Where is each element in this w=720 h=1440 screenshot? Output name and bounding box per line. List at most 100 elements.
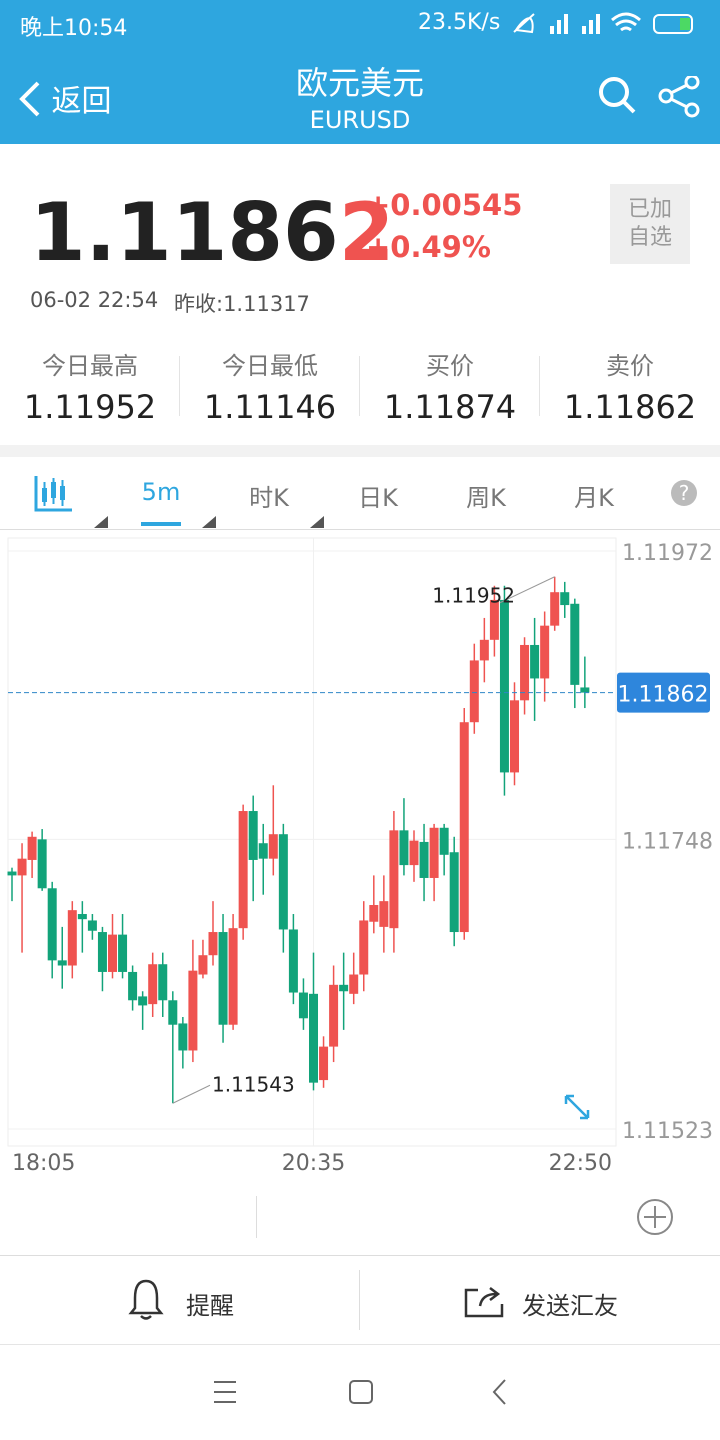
divider xyxy=(0,529,720,530)
candle-body xyxy=(138,996,148,1006)
candle-body xyxy=(148,964,158,1005)
separator xyxy=(0,445,720,457)
candle-body xyxy=(228,928,238,1025)
candle-body xyxy=(298,992,308,1019)
candle-body xyxy=(489,599,499,640)
add-indicator[interactable] xyxy=(636,1198,674,1236)
price-head: 1.1186 xyxy=(30,186,339,279)
bell-icon xyxy=(128,1279,164,1320)
watch-button[interactable]: 已加 自选 xyxy=(610,184,690,264)
last-price-box xyxy=(617,672,710,713)
stat-value: 1.11146 xyxy=(203,388,337,426)
status-time: 晚上10:54 xyxy=(20,16,128,41)
candle-body xyxy=(369,905,379,922)
candle-body xyxy=(469,660,479,723)
back-button[interactable]: 返回 xyxy=(18,76,112,120)
share-icon xyxy=(464,1287,504,1318)
stat-divider xyxy=(539,356,540,416)
tab[interactable]: 5m xyxy=(141,478,181,506)
candle-body xyxy=(288,929,298,993)
candle-body xyxy=(339,984,349,992)
watch-line: 自选 xyxy=(627,225,672,250)
candle-body xyxy=(329,984,339,1047)
candle-body xyxy=(77,914,87,920)
expand-icon[interactable] xyxy=(564,1094,590,1120)
candle-body xyxy=(128,971,138,1001)
candle-body xyxy=(27,836,37,860)
candle-body xyxy=(218,932,228,1025)
stat-label: 今日最高 xyxy=(42,352,138,380)
tab[interactable]: 周K xyxy=(466,484,506,512)
alert-label: 提醒 xyxy=(186,1292,234,1320)
candle-body xyxy=(550,592,560,626)
nav-bar xyxy=(214,1379,506,1405)
max-label: 1.11952 xyxy=(432,584,515,608)
candle-body xyxy=(379,901,389,927)
candle-body xyxy=(319,1046,329,1081)
candle-body xyxy=(67,910,77,966)
status-speed: 23.5K/s xyxy=(418,10,501,35)
candle-body xyxy=(560,592,570,606)
candle-body xyxy=(278,834,288,930)
candle-body xyxy=(540,625,550,679)
candle-body xyxy=(238,811,248,929)
stat-label: 卖价 xyxy=(606,352,654,380)
candle-body xyxy=(268,834,278,859)
divider xyxy=(359,1270,360,1330)
candle-body xyxy=(580,687,590,693)
candle-body xyxy=(439,827,449,855)
candle-body xyxy=(429,827,439,878)
x-tick-label: 18:05 xyxy=(12,1151,75,1176)
tab[interactable]: 日K xyxy=(358,484,398,512)
stat-divider xyxy=(179,356,180,416)
watch-line: 已加 xyxy=(627,197,672,222)
help-icon[interactable]: ? xyxy=(671,480,697,506)
y-tick-label: 1.11523 xyxy=(622,1119,713,1144)
candle-body xyxy=(108,934,117,972)
title: 欧元美元 xyxy=(295,64,424,102)
candle-body xyxy=(389,830,399,929)
candle-body xyxy=(47,888,57,961)
header-icons[interactable] xyxy=(598,76,702,120)
tab-underline xyxy=(141,522,181,526)
candle-body xyxy=(168,1000,178,1025)
stat-label: 今日最低 xyxy=(222,352,318,380)
change-pct: +0.49% xyxy=(366,230,491,264)
divider xyxy=(0,1344,720,1345)
candle-body xyxy=(359,920,369,975)
stat-divider xyxy=(359,356,360,416)
candle-body xyxy=(97,932,107,972)
share-button[interactable]: 发送汇友 xyxy=(460,1268,660,1336)
price: 1.11862 xyxy=(30,186,394,279)
back-label: 返回 xyxy=(51,84,112,119)
stat-value: 1.11862 xyxy=(563,388,697,426)
candle-body xyxy=(158,964,168,1001)
y-tick-label: 1.11972 xyxy=(622,541,713,566)
tab[interactable]: 时K xyxy=(249,484,289,512)
x-tick-label: 20:35 xyxy=(282,1151,345,1176)
candle-body xyxy=(520,644,530,701)
quote-time: 06-02 22:54 xyxy=(30,288,159,312)
divider xyxy=(256,1196,257,1238)
candle-chart: 1.11972 1.11748 1.11523 18:05 20:35 22:50 1.11… xyxy=(7,537,713,1176)
candle-body xyxy=(7,871,17,876)
price-tail: 2 xyxy=(338,186,395,279)
candle-body xyxy=(459,722,469,933)
last-price-label: 1.11862 xyxy=(618,683,709,708)
candle-body xyxy=(248,811,258,860)
subtitle: EURUSD xyxy=(309,106,411,134)
candle-body xyxy=(178,1023,188,1051)
candle-body xyxy=(409,840,419,866)
candle-body xyxy=(479,639,489,661)
candle-body xyxy=(570,603,580,685)
candle-body xyxy=(198,955,208,975)
tab[interactable]: 月K xyxy=(574,484,614,512)
candle-body xyxy=(309,993,318,1083)
y-tick-label: 1.11748 xyxy=(622,829,713,854)
candle-body xyxy=(449,852,459,933)
candle-body xyxy=(419,841,429,878)
back-icon xyxy=(19,81,40,117)
chart-type-icon[interactable] xyxy=(34,474,74,514)
alert-button[interactable]: 提醒 xyxy=(120,1268,320,1336)
